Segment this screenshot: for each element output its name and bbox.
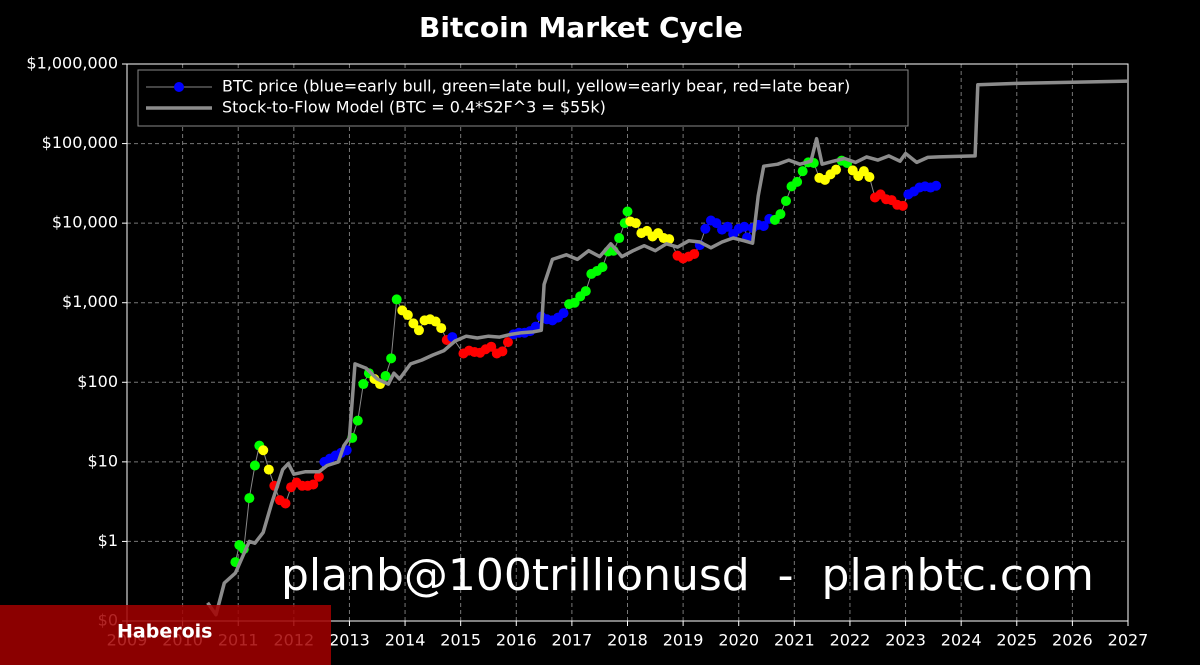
watermark: Haberois bbox=[117, 621, 212, 643]
x-tick-label: 2020 bbox=[718, 631, 759, 650]
x-tick-label: 2018 bbox=[607, 631, 648, 650]
price-point bbox=[758, 221, 769, 232]
price-point bbox=[436, 323, 447, 334]
price-point bbox=[263, 464, 274, 475]
x-tick-label: 2016 bbox=[496, 631, 537, 650]
x-tick-label: 2021 bbox=[774, 631, 815, 650]
price-point bbox=[689, 248, 700, 259]
price-point bbox=[486, 341, 497, 352]
y-tick-label: $100,000 bbox=[42, 133, 118, 152]
chart-title: Bitcoin Market Cycle bbox=[419, 11, 743, 44]
price-point bbox=[358, 379, 369, 390]
price-point bbox=[502, 337, 513, 348]
price-point bbox=[580, 286, 591, 297]
price-point bbox=[280, 498, 291, 509]
y-tick-label: $10,000 bbox=[52, 213, 118, 232]
price-point bbox=[831, 164, 842, 175]
y-tick-label: $1,000 bbox=[62, 292, 118, 311]
price-point bbox=[630, 218, 641, 229]
watermark-banner bbox=[0, 605, 331, 665]
x-tick-label: 2026 bbox=[1052, 631, 1093, 650]
legend: BTC price (blue=early bull, green=late b… bbox=[137, 69, 909, 127]
price-point bbox=[792, 176, 803, 187]
price-point bbox=[497, 346, 508, 357]
x-tick-label: 2014 bbox=[385, 631, 426, 650]
price-point bbox=[402, 310, 413, 321]
price-point bbox=[258, 445, 269, 456]
x-tick-label: 2015 bbox=[440, 631, 481, 650]
price-point bbox=[897, 200, 908, 211]
price-point bbox=[739, 221, 750, 232]
price-point bbox=[244, 493, 255, 504]
price-point bbox=[614, 233, 625, 244]
y-tick-label: $1,000,000 bbox=[26, 54, 118, 73]
y-tick-label: $100 bbox=[77, 372, 118, 391]
price-point bbox=[597, 262, 608, 273]
price-point bbox=[622, 206, 633, 217]
annotation: planb@100trillionusd - planbtc.com bbox=[281, 550, 1094, 601]
price-point bbox=[380, 370, 391, 381]
price-point bbox=[722, 221, 733, 232]
x-tick-label: 2022 bbox=[830, 631, 871, 650]
legend-box bbox=[137, 69, 909, 127]
price-point bbox=[386, 353, 397, 364]
y-tick-label: $10 bbox=[87, 451, 118, 470]
price-point bbox=[700, 223, 711, 234]
x-tick-label: 2023 bbox=[885, 631, 926, 650]
price-point bbox=[249, 460, 260, 471]
s2f-line bbox=[206, 79, 1129, 617]
price-point bbox=[780, 195, 791, 206]
price-point bbox=[313, 471, 324, 482]
price-point bbox=[558, 308, 569, 319]
x-tick-label: 2024 bbox=[941, 631, 982, 650]
legend-marker bbox=[174, 82, 184, 92]
price-point bbox=[864, 172, 875, 183]
price-point bbox=[931, 180, 942, 191]
legend-label: BTC price (blue=early bull, green=late b… bbox=[222, 77, 850, 96]
price-point bbox=[352, 415, 363, 426]
price-point bbox=[797, 166, 808, 177]
plot-frame bbox=[126, 63, 1129, 622]
x-tick-label: 2027 bbox=[1108, 631, 1149, 650]
price-point bbox=[391, 294, 402, 305]
x-tick-label: 2025 bbox=[996, 631, 1037, 650]
x-tick-label: 2019 bbox=[663, 631, 704, 650]
price-point bbox=[430, 316, 441, 327]
x-tick-label: 2017 bbox=[552, 631, 593, 650]
price-point bbox=[664, 234, 675, 245]
y-tick-label: $1 bbox=[98, 531, 118, 550]
x-tick-label: 2013 bbox=[329, 631, 370, 650]
price-point bbox=[308, 479, 319, 490]
price-point bbox=[775, 209, 786, 220]
price-point bbox=[408, 318, 419, 329]
legend-label: Stock-to-Flow Model (BTC = 0.4*S2F^3 = $… bbox=[222, 98, 606, 117]
price-point bbox=[413, 325, 424, 336]
